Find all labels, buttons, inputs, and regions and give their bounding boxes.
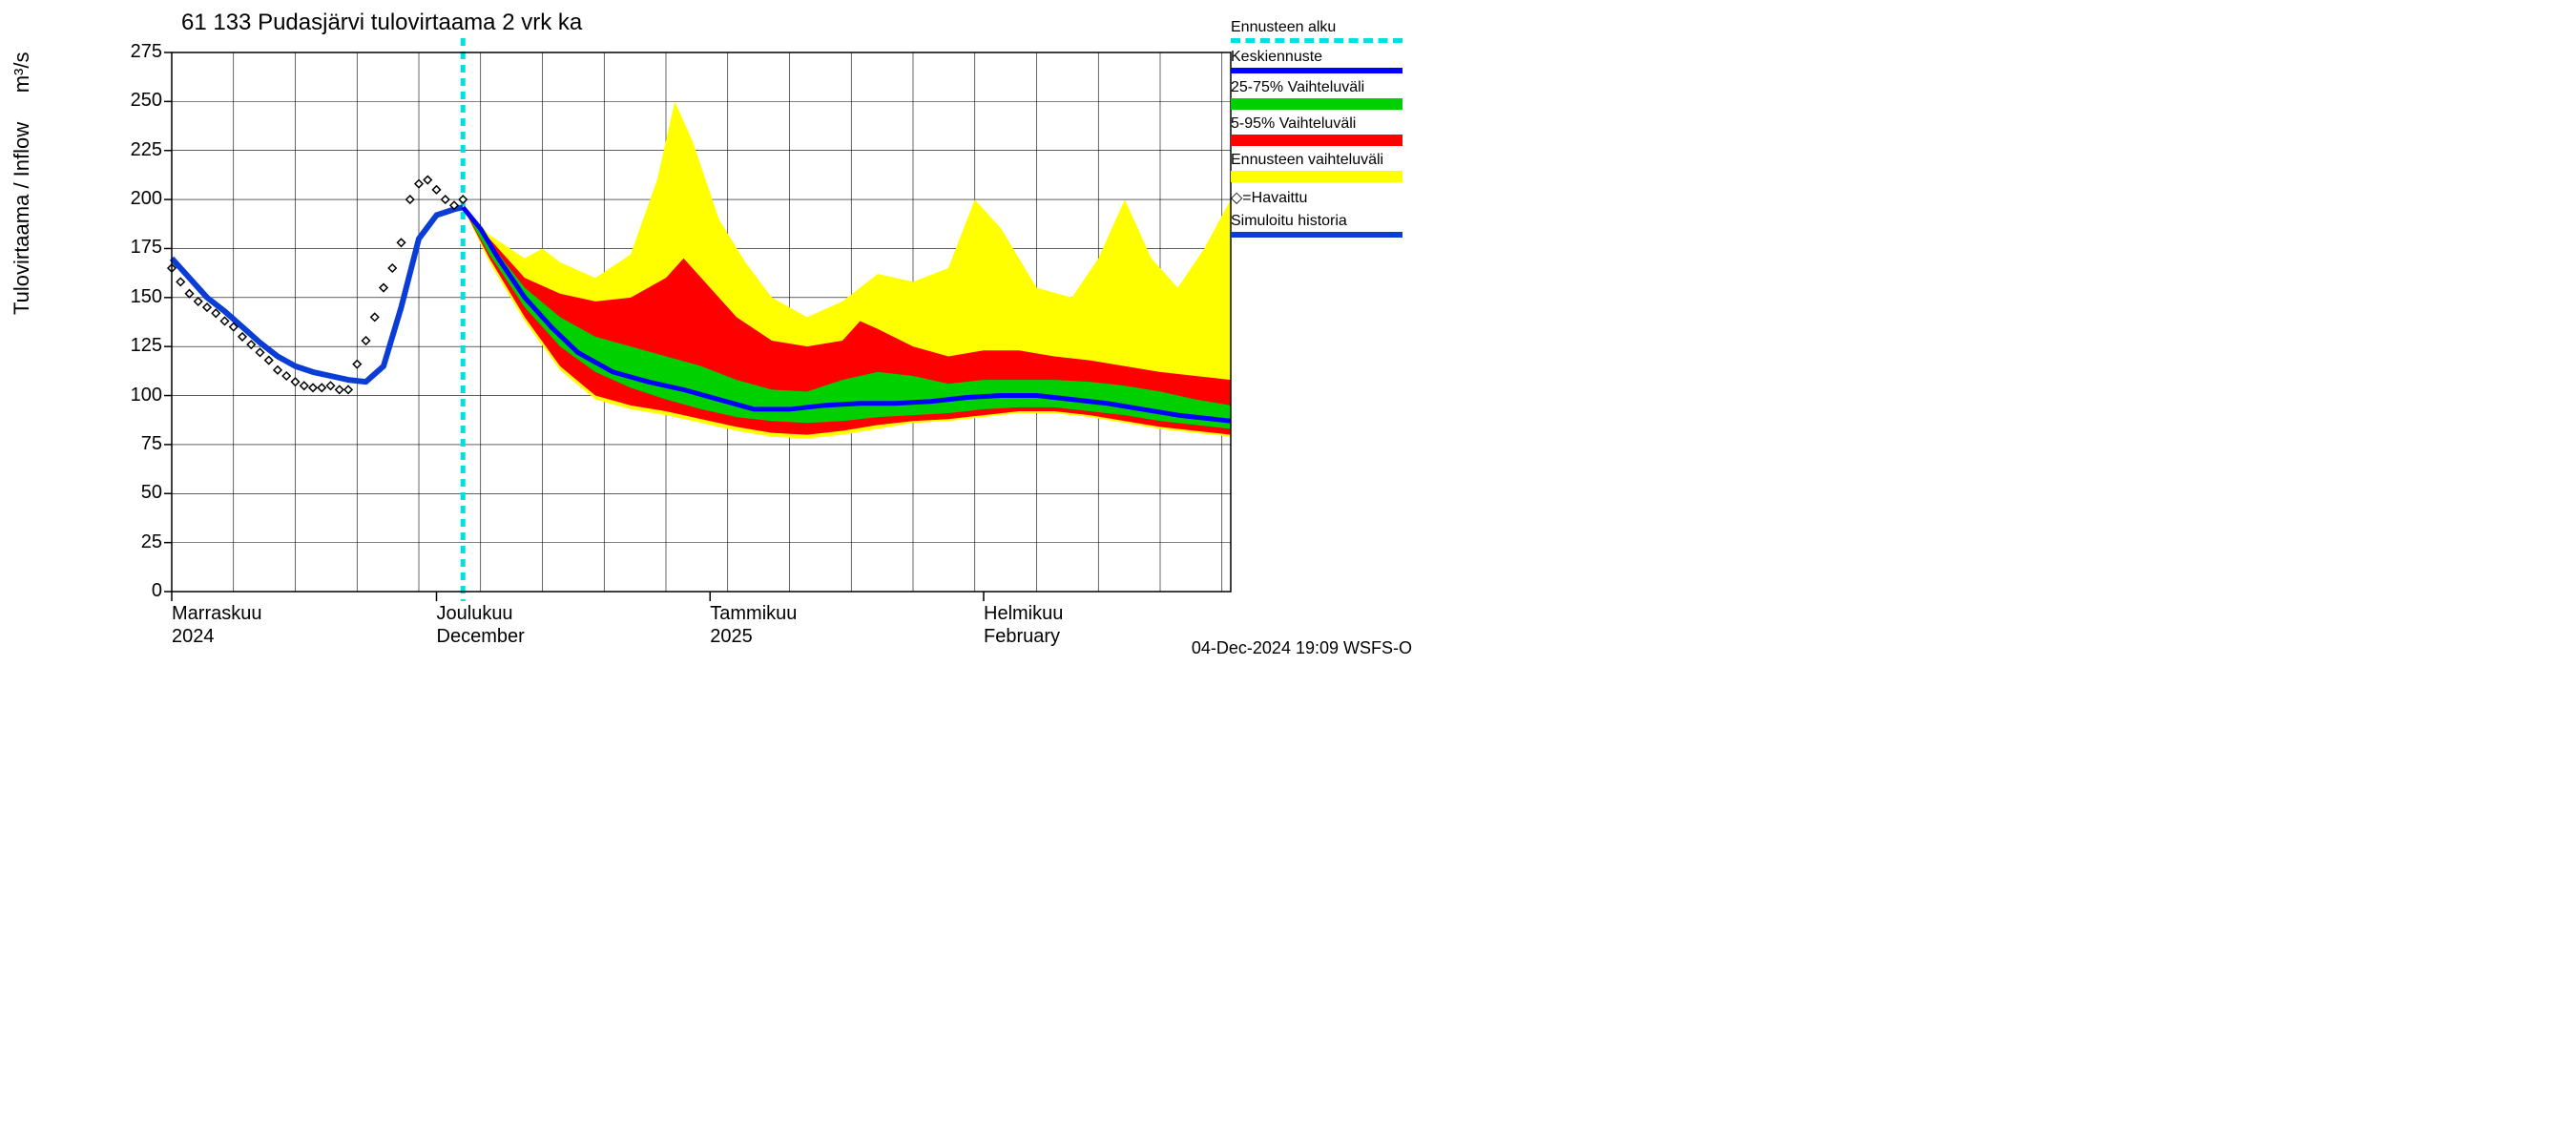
x-tick-label-1: Tammikuu xyxy=(710,603,797,625)
legend-swatch xyxy=(1231,232,1402,238)
y-tick-label: 0 xyxy=(114,580,162,602)
y-tick-label: 275 xyxy=(114,41,162,63)
legend-item: Ennusteen vaihteluväli xyxy=(1231,152,1412,182)
observed-marker xyxy=(318,384,325,391)
observed-marker xyxy=(371,313,379,321)
x-tick-label-1: Marraskuu xyxy=(172,603,261,625)
x-tick-label-1: Joulukuu xyxy=(437,603,513,625)
observed-marker xyxy=(239,333,246,341)
observed-marker xyxy=(247,341,255,348)
legend-swatch xyxy=(1231,38,1402,43)
chart-container: 61 133 Pudasjärvi tulovirtaama 2 vrk ka … xyxy=(0,0,1431,668)
observed-marker xyxy=(265,357,273,364)
observed-marker xyxy=(195,298,202,305)
simulated-history-line xyxy=(172,207,463,382)
observed-marker xyxy=(274,366,281,374)
y-tick-label: 25 xyxy=(114,531,162,553)
observed-marker xyxy=(327,382,335,389)
y-tick-label: 250 xyxy=(114,90,162,112)
observed-marker xyxy=(221,317,229,324)
observed-marker xyxy=(353,361,361,368)
observed-marker xyxy=(212,309,219,317)
observed-marker xyxy=(344,385,352,393)
y-tick-label: 125 xyxy=(114,335,162,357)
chart-plot xyxy=(0,0,1431,668)
legend-swatch xyxy=(1231,135,1402,146)
legend-item: 25-75% Vaihteluväli xyxy=(1231,79,1412,110)
observed-marker xyxy=(186,290,194,298)
legend-item: Ennusteen alku xyxy=(1231,19,1412,43)
legend-label: Ennusteen vaihteluväli xyxy=(1231,152,1412,169)
legend-label: ◇=Havaittu xyxy=(1231,188,1412,207)
x-tick-label-2: February xyxy=(984,626,1060,648)
legend-item: Simuloitu historia xyxy=(1231,213,1412,238)
observed-marker xyxy=(309,384,317,391)
y-tick-label: 100 xyxy=(114,385,162,406)
observed-marker xyxy=(336,385,343,393)
x-tick-label-2: 2025 xyxy=(710,626,753,648)
legend-item: Keskiennuste xyxy=(1231,49,1412,73)
y-tick-label: 175 xyxy=(114,237,162,259)
observed-marker xyxy=(203,303,211,311)
legend-item: ◇=Havaittu xyxy=(1231,188,1412,207)
y-tick-label: 200 xyxy=(114,188,162,210)
observed-marker xyxy=(424,177,431,184)
legend-label: Ennusteen alku xyxy=(1231,19,1412,36)
observed-marker xyxy=(415,180,423,188)
legend-label: Simuloitu historia xyxy=(1231,213,1412,230)
observed-marker xyxy=(406,196,414,203)
legend-swatch xyxy=(1231,68,1402,73)
observed-marker xyxy=(388,264,396,272)
y-tick-label: 225 xyxy=(114,139,162,161)
legend-label: 25-75% Vaihteluväli xyxy=(1231,79,1412,96)
x-tick-label-2: December xyxy=(437,626,525,648)
y-tick-label: 75 xyxy=(114,433,162,455)
x-tick-label-1: Helmikuu xyxy=(984,603,1063,625)
observed-marker xyxy=(282,372,290,380)
legend-label: Keskiennuste xyxy=(1231,49,1412,66)
y-tick-label: 50 xyxy=(114,482,162,504)
observed-marker xyxy=(433,186,441,194)
legend-item: 5-95% Vaihteluväli xyxy=(1231,115,1412,146)
observed-marker xyxy=(442,196,449,203)
observed-marker xyxy=(363,337,370,344)
observed-marker xyxy=(177,278,184,285)
y-tick-label: 150 xyxy=(114,286,162,308)
footer-timestamp: 04-Dec-2024 19:09 WSFS-O xyxy=(1192,638,1412,658)
observed-marker xyxy=(301,382,308,389)
observed-marker xyxy=(257,348,264,356)
observed-marker xyxy=(292,378,300,385)
observed-marker xyxy=(459,196,467,203)
legend-swatch xyxy=(1231,171,1402,182)
x-tick-label-2: 2024 xyxy=(172,626,215,648)
legend-swatch xyxy=(1231,98,1402,110)
observed-marker xyxy=(398,239,405,246)
legend: Ennusteen alku Keskiennuste 25-75% Vaihtel… xyxy=(1231,19,1412,243)
observed-marker xyxy=(380,284,387,292)
legend-label: 5-95% Vaihteluväli xyxy=(1231,115,1412,133)
